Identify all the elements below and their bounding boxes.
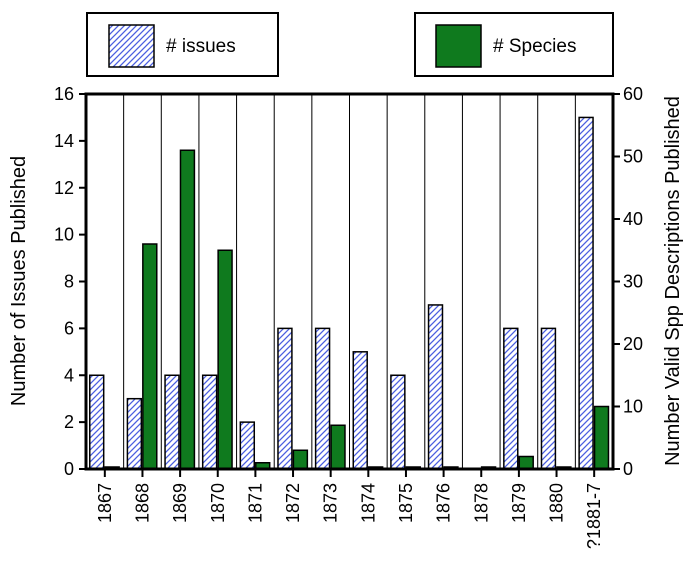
legend: # issues # Species bbox=[86, 12, 614, 77]
bar-issues-1867 bbox=[89, 374, 105, 470]
x-tick-label: 1867 bbox=[95, 483, 115, 523]
x-tick-label: 1873 bbox=[321, 483, 341, 523]
legend-swatch-species bbox=[435, 24, 482, 68]
bar-issues-1870 bbox=[201, 374, 218, 470]
x-tick-label: 1875 bbox=[396, 483, 416, 523]
bar-issues-1871 bbox=[239, 421, 256, 470]
bar-species-1873 bbox=[330, 424, 346, 470]
y-axis-label: Number of Issues Published bbox=[8, 156, 30, 406]
legend-item-species: # Species bbox=[414, 12, 614, 77]
y2-axis-label: Number Valid Spp Descriptions Published bbox=[662, 96, 684, 466]
y-tick-label: 4 bbox=[64, 365, 74, 385]
y-tick-label: 14 bbox=[54, 131, 74, 151]
y2-tick-label: 0 bbox=[623, 459, 633, 479]
bar-species-1872 bbox=[292, 449, 309, 470]
x-tick-label: 1871 bbox=[245, 483, 265, 523]
x-tick-label: 1874 bbox=[358, 483, 378, 523]
axes bbox=[79, 92, 620, 477]
y-tick-label: 0 bbox=[64, 459, 74, 479]
legend-label-species: # Species bbox=[493, 36, 576, 57]
y2-tick-label: 20 bbox=[623, 334, 643, 354]
x-tick-label: 1868 bbox=[132, 483, 152, 523]
bar-species-1868 bbox=[142, 243, 158, 470]
bar-species-1879 bbox=[518, 455, 534, 470]
legend-label-issues: # issues bbox=[166, 36, 236, 57]
x-tick-label: 1869 bbox=[170, 483, 190, 523]
bar-issues-1873 bbox=[314, 327, 331, 470]
bar-issues-1880 bbox=[540, 327, 557, 470]
y2-tick-label: 50 bbox=[623, 147, 643, 167]
y-tick-label: 16 bbox=[54, 84, 74, 104]
bar-issues-1872 bbox=[277, 327, 293, 470]
x-tick-label: 1879 bbox=[509, 483, 529, 523]
bar-species-?1881-7 bbox=[593, 405, 610, 470]
y-tick-label: 12 bbox=[54, 178, 74, 198]
bar-issues-1869 bbox=[164, 374, 180, 470]
bar-issues-1875 bbox=[390, 374, 406, 470]
y-tick-label: 8 bbox=[64, 272, 74, 292]
x-tick-label: 1876 bbox=[434, 483, 454, 523]
bar-issues-1868 bbox=[126, 397, 143, 470]
x-tick-label: 1870 bbox=[208, 483, 228, 523]
y2-tick-label: 40 bbox=[623, 209, 643, 229]
bar-issues-1874 bbox=[352, 351, 368, 470]
tick-labels: 0 2 4 6 8 10 12 14 16 0 10 20 30 40 50 60 1867 1868 1869 18… bbox=[54, 84, 643, 549]
bar-issues-1876 bbox=[427, 304, 444, 470]
legend-item-issues: # issues bbox=[86, 12, 279, 77]
y2-tick-label: 30 bbox=[623, 272, 643, 292]
bar-species-1869 bbox=[179, 149, 196, 470]
y2-tick-label: 10 bbox=[623, 397, 643, 417]
x-tick-label: 1872 bbox=[283, 483, 303, 523]
x-tick-label: ?1881-7 bbox=[584, 483, 604, 549]
y-tick-label: 10 bbox=[54, 225, 74, 245]
y2-tick-label: 60 bbox=[623, 84, 643, 104]
bar-issues-?1881-7 bbox=[578, 116, 594, 470]
legend-swatch-issues bbox=[108, 24, 155, 68]
x-tick-label: 1878 bbox=[471, 483, 491, 523]
y-tick-label: 6 bbox=[64, 318, 74, 338]
grid-lines bbox=[123, 94, 576, 469]
y-tick-label: 2 bbox=[64, 412, 74, 432]
bar-issues-1879 bbox=[503, 327, 519, 470]
bar-species-1870 bbox=[217, 249, 233, 470]
bars bbox=[89, 116, 610, 470]
x-tick-label: 1880 bbox=[547, 483, 567, 523]
